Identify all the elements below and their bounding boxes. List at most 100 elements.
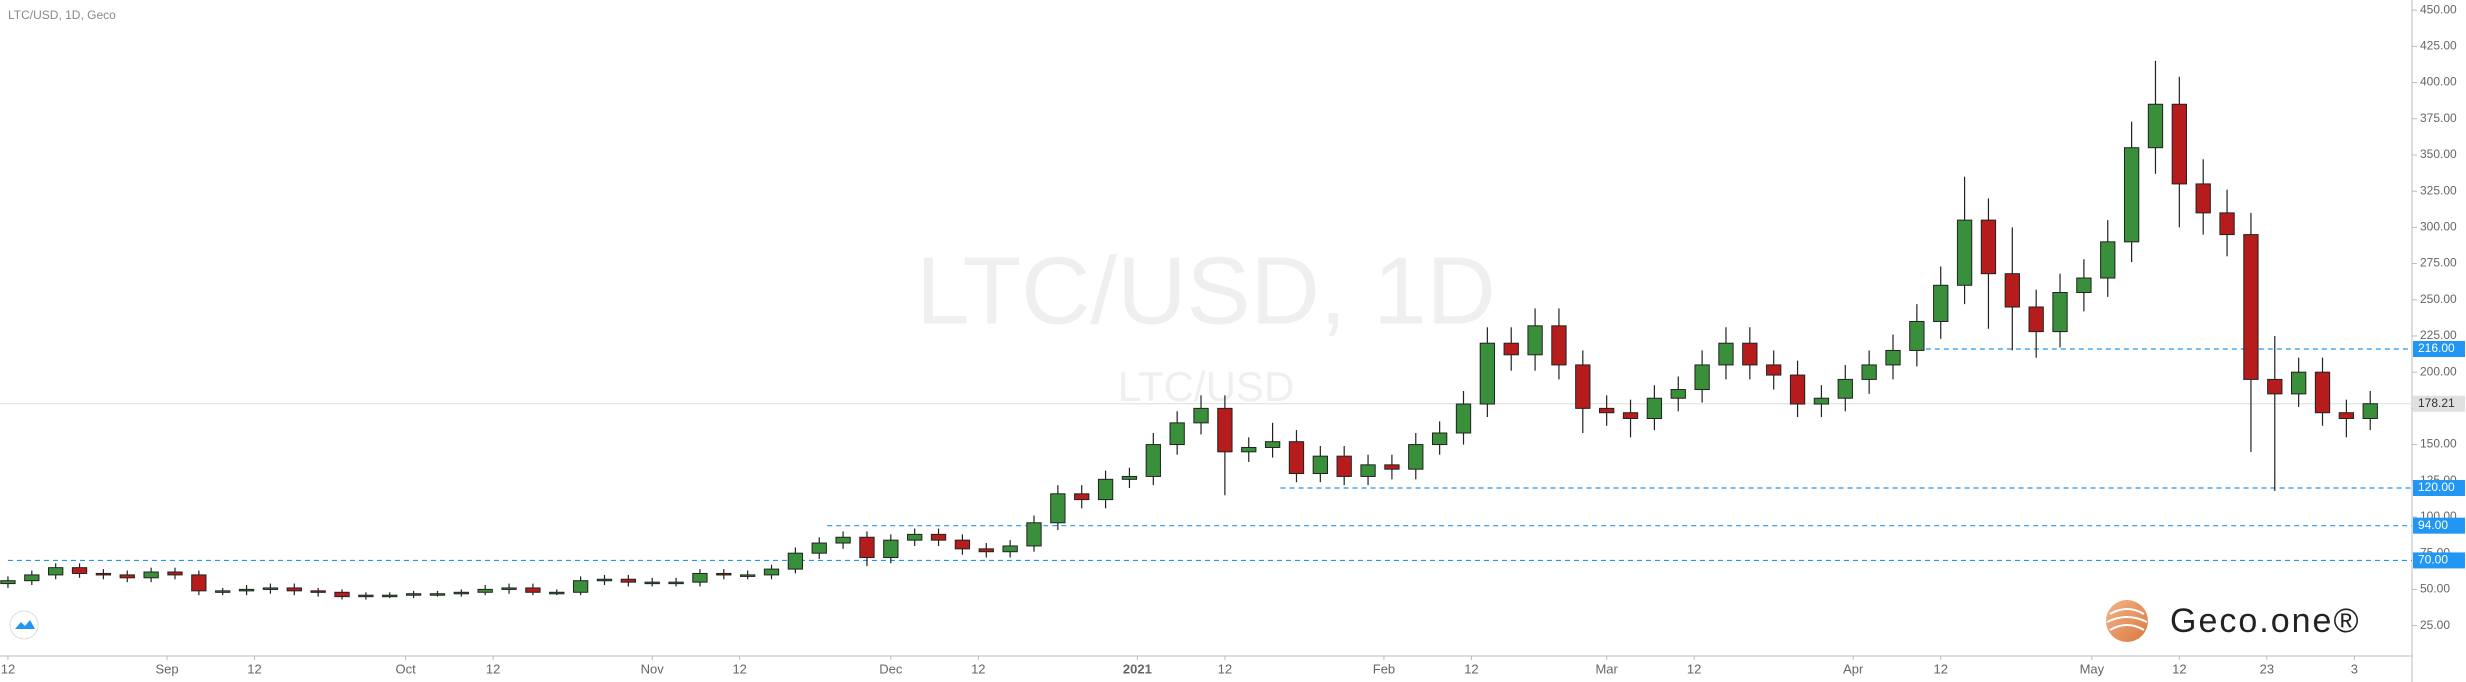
level-label-box xyxy=(2413,340,2465,357)
candle-body xyxy=(620,578,637,583)
candle-body xyxy=(2290,371,2307,395)
candle-body xyxy=(1384,464,1400,470)
candle-body xyxy=(143,571,159,579)
candle-body xyxy=(310,590,326,593)
candle-body xyxy=(572,580,589,593)
candle-body xyxy=(1813,397,1830,405)
x-tick-label: 12 xyxy=(732,661,746,676)
candle-body xyxy=(2052,292,2068,333)
candle-body xyxy=(238,588,255,592)
x-tick-label: 12 xyxy=(2172,661,2186,676)
candle-body xyxy=(930,533,947,541)
level-label: 120.00 xyxy=(2418,480,2455,494)
candle-body xyxy=(716,572,732,576)
candle-body xyxy=(429,593,446,596)
candle-body xyxy=(1360,464,1376,477)
app-badge[interactable] xyxy=(9,610,39,640)
candle-body xyxy=(1766,364,1782,376)
candle-body xyxy=(2171,103,2187,185)
candle-body xyxy=(1956,219,1973,286)
candle-body xyxy=(262,587,279,590)
last-price-label: 178.21 xyxy=(2418,396,2455,410)
candle-body xyxy=(763,568,780,576)
candle-body xyxy=(286,587,302,592)
candle-body xyxy=(549,591,565,595)
candle-body xyxy=(811,542,827,554)
candle-body xyxy=(1217,407,1233,453)
candle-body xyxy=(48,567,64,576)
candle-body xyxy=(1599,407,1615,414)
candle-body xyxy=(1169,422,1185,446)
y-tick-label: 325.00 xyxy=(2420,183,2457,197)
y-tick-label: 275.00 xyxy=(2420,256,2457,270)
candle-body xyxy=(1002,545,1018,553)
candle-body xyxy=(501,587,517,590)
candle-body xyxy=(167,571,183,576)
candle-body xyxy=(1742,342,1758,366)
candle-body xyxy=(787,552,804,570)
candle-body xyxy=(644,581,660,585)
candle-body xyxy=(1575,364,1591,409)
chart-title: LTC/USD, 1D, Geco xyxy=(8,8,116,22)
watermark: LTC/USD, 1D LTC/USD xyxy=(916,237,1496,410)
candle-body xyxy=(1622,412,1639,420)
logo-text: Geco.one® xyxy=(2170,602,2361,640)
candle-body xyxy=(978,548,994,553)
candle-body xyxy=(668,581,684,585)
candle-body xyxy=(1980,219,1997,275)
candle-body xyxy=(1050,493,1066,524)
candle-body xyxy=(2195,183,2211,214)
y-tick-label: 300.00 xyxy=(2420,220,2457,234)
candle-body xyxy=(1837,378,1853,399)
candle-body xyxy=(739,574,756,577)
badge-icon[interactable] xyxy=(15,620,35,629)
y-tick-label: 350.00 xyxy=(2420,147,2457,161)
candle-body xyxy=(71,567,88,574)
candle-body xyxy=(2267,378,2283,395)
x-tick-label: 12 xyxy=(486,661,500,676)
candle-body xyxy=(1694,364,1710,391)
candle-body xyxy=(334,591,350,598)
candle-body xyxy=(1670,389,1686,399)
x-tick-label: 3 xyxy=(2351,661,2358,676)
grid xyxy=(0,348,2412,562)
logo-icon-stripes xyxy=(2106,608,2148,631)
candle-body xyxy=(0,580,16,585)
candle-body xyxy=(1718,342,1734,366)
x-tick-label: 23 xyxy=(2260,661,2274,676)
candle-body xyxy=(1312,455,1328,475)
candle-body xyxy=(477,588,493,593)
candle-body xyxy=(1336,455,1352,477)
candle-body xyxy=(1288,441,1305,475)
candle-body xyxy=(1789,374,1806,405)
candle-body xyxy=(596,578,613,582)
candle-body xyxy=(191,574,207,592)
candle-body xyxy=(1885,349,1901,366)
candles xyxy=(0,60,2378,600)
candle-body xyxy=(1933,284,1949,322)
logo: Geco.one® xyxy=(2106,600,2361,642)
logo-icon xyxy=(2106,600,2148,642)
y-tick-label: 375.00 xyxy=(2420,111,2457,125)
candle-body xyxy=(1503,342,1519,356)
candle-body xyxy=(2362,403,2378,420)
x-tick-label: 12 xyxy=(1,661,15,676)
candle-body xyxy=(2076,277,2092,294)
x-tick-label: Feb xyxy=(1373,661,1395,676)
candle-body xyxy=(1241,446,1257,453)
candle-body xyxy=(1193,407,1209,424)
candle-body xyxy=(883,539,899,559)
x-tick-label: 12 xyxy=(971,661,985,676)
x-tick-label: Sep xyxy=(155,661,178,676)
candle-body xyxy=(24,574,40,582)
level-label: 216.00 xyxy=(2418,341,2455,355)
y-tick-label: 200.00 xyxy=(2420,364,2457,378)
candle-body xyxy=(1646,397,1663,420)
candle-body xyxy=(382,594,398,598)
candle-body xyxy=(1026,522,1042,547)
x-tick-label: 12 xyxy=(1218,661,1232,676)
candle-body xyxy=(1455,403,1472,434)
y-tick-label: 150.00 xyxy=(2420,437,2457,451)
